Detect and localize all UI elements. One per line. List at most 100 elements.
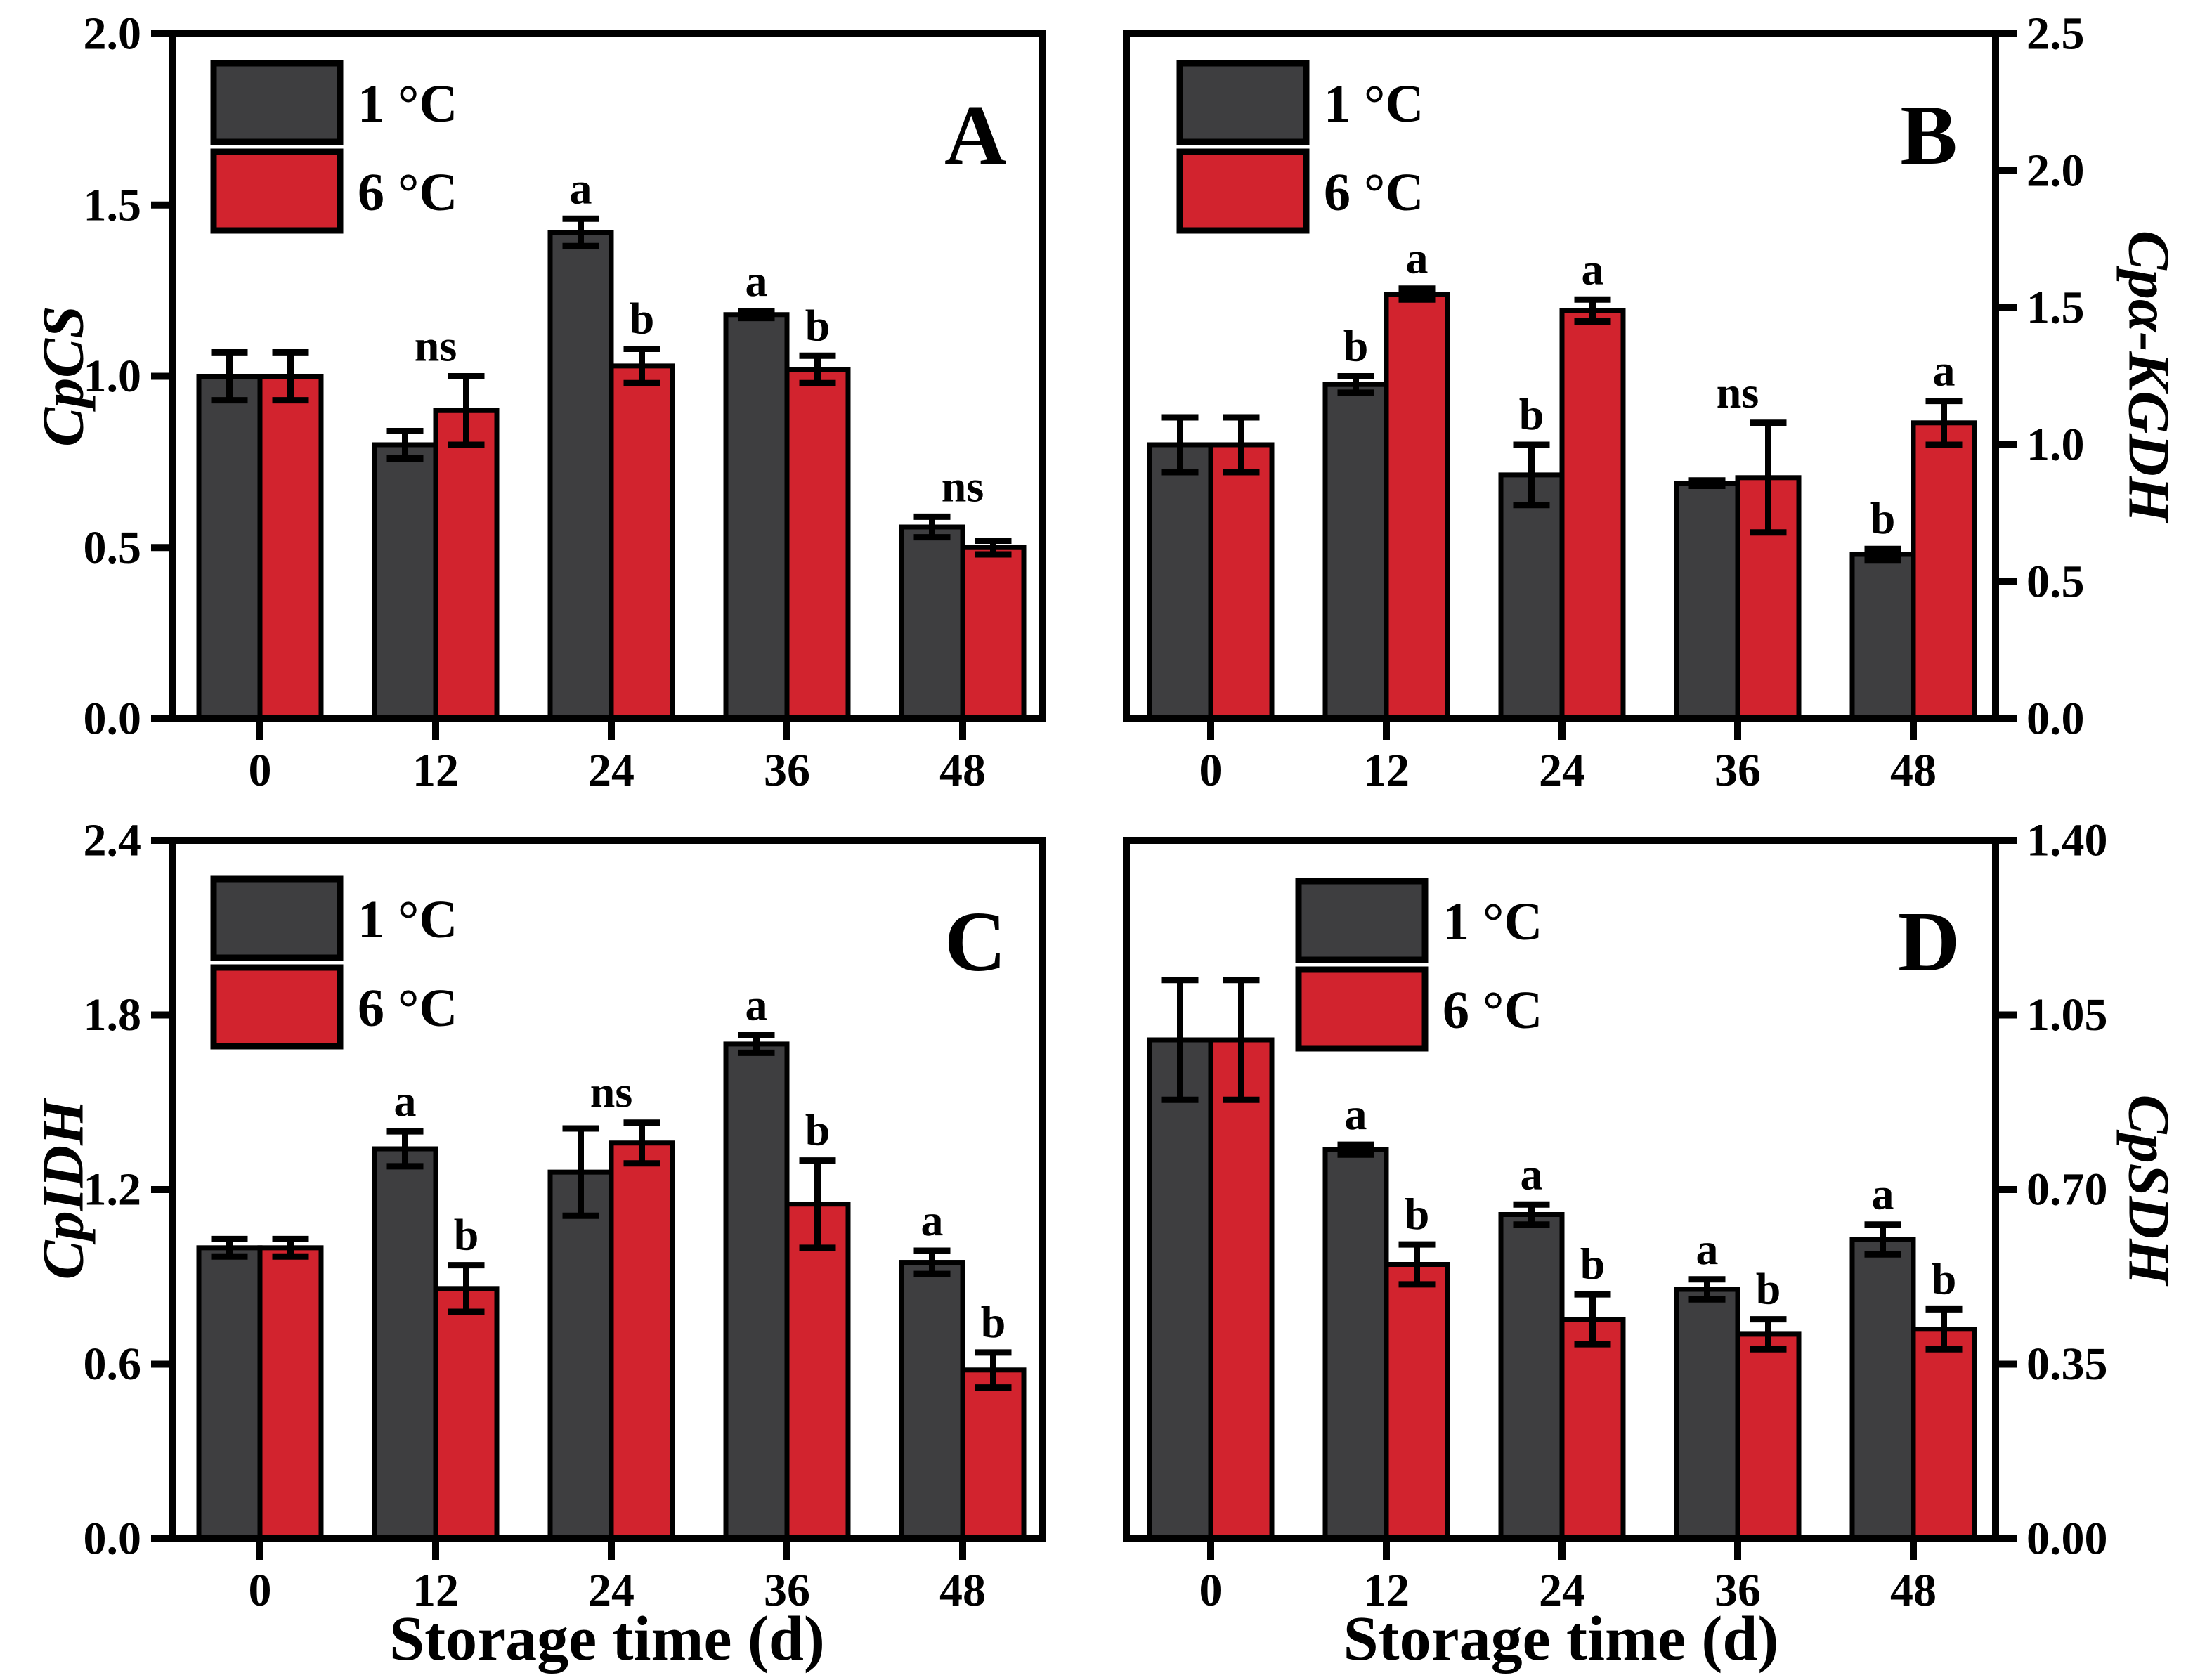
ns-label: ns	[942, 461, 984, 511]
error-bar-6c-day24	[623, 346, 660, 386]
bar-6c-day0	[1208, 442, 1275, 722]
legend-swatch-6c	[210, 148, 344, 234]
error-bar-1c-day24	[562, 215, 599, 249]
y-tick-label: 1.5	[84, 179, 142, 230]
y-tick-label: 0.0	[84, 694, 142, 745]
legend-swatch-6c	[1176, 148, 1310, 234]
y-tick-label: 1.0	[2026, 419, 2085, 471]
bar-1c-day48	[1849, 1237, 1916, 1542]
y-tick-label: 0.70	[2026, 1164, 2108, 1216]
sig-label: b	[1932, 1254, 1957, 1303]
x-tick-label: 36	[764, 745, 810, 796]
legend-label-1c: 1 °C	[358, 890, 457, 949]
y-axis-label-D: CpSDH	[2116, 1095, 2182, 1287]
bar-6c-day36	[784, 367, 851, 722]
sig-label: b	[805, 1105, 831, 1155]
y-tick-label: 1.40	[2026, 815, 2108, 866]
error-bar-1c-day0	[1161, 977, 1199, 1103]
y-tick-label: 1.0	[84, 351, 142, 402]
legend-swatch-6c	[210, 964, 344, 1050]
y-tick-label: 0.0	[84, 1513, 142, 1565]
error-bar-1c-day36	[738, 1031, 775, 1056]
legend-swatch-1c	[210, 60, 344, 145]
sig-label: b	[981, 1297, 1006, 1347]
bar-6c-day36	[1735, 1331, 1802, 1542]
error-bar-6c-day24	[1574, 1291, 1611, 1348]
x-tick-label: 0	[1199, 1565, 1223, 1616]
error-bar-6c-day36	[799, 352, 836, 386]
error-bar-1c-day36	[1688, 1276, 1726, 1303]
bar-6c-day36	[784, 1202, 851, 1542]
x-tick-label: 12	[1363, 1565, 1410, 1616]
legend-swatch-1c	[1176, 60, 1310, 145]
bar-1c-day0	[1147, 442, 1213, 722]
legend-swatch-1c	[210, 875, 344, 961]
y-tick-label: 2.0	[2026, 145, 2085, 197]
x-tick-label: 48	[939, 745, 986, 796]
bar-1c-day0	[196, 1245, 263, 1542]
legend-C: 1 °C 6 °C	[210, 875, 457, 1050]
y-tick-label: 0.6	[84, 1339, 142, 1390]
legend-label-6c: 6 °C	[1443, 981, 1542, 1040]
y-tick-label: 2.5	[2026, 8, 2085, 60]
bar-1c-day0	[1147, 1037, 1213, 1542]
y-axis-label-B: Cpα-KGDH	[2116, 230, 2182, 524]
legend-swatch-6c	[1295, 966, 1429, 1052]
error-bar-6c-day0	[272, 349, 309, 404]
sig-label: b	[1343, 321, 1369, 371]
sig-label: a	[921, 1195, 944, 1245]
error-bar-6c-day48	[975, 1349, 1012, 1391]
x-tick-label: 12	[1363, 745, 1410, 796]
error-bar-1c-day48	[1864, 545, 1901, 564]
bar-1c-day36	[723, 312, 790, 722]
error-bar-6c-day12	[448, 1262, 485, 1315]
bar-6c-day0	[1208, 1037, 1275, 1542]
error-bar-1c-day24	[1513, 1201, 1550, 1228]
bar-6c-day0	[257, 1245, 324, 1542]
bar-1c-day36	[1674, 1287, 1740, 1542]
error-bar-1c-day36	[1688, 477, 1726, 489]
legend-B: 1 °C 6 °C	[1176, 60, 1424, 234]
error-bar-6c-day36	[1750, 1316, 1787, 1353]
bar-6c-day12	[433, 1286, 500, 1542]
error-bar-6c-day12	[1398, 1241, 1436, 1288]
x-tick-label: 0	[249, 1565, 272, 1616]
bar-1c-day48	[899, 1260, 965, 1542]
sig-label: b	[1405, 1189, 1430, 1239]
legend-label-6c: 6 °C	[358, 163, 457, 222]
y-axis-label-A: CpCS	[31, 306, 96, 447]
error-bar-6c-day0	[272, 1235, 309, 1260]
sig-label: a	[570, 163, 592, 213]
y-tick-label: 0.5	[2026, 556, 2085, 608]
x-axis-title: Storage time (d)	[1343, 1604, 1779, 1674]
sig-label: a	[1345, 1089, 1367, 1139]
ns-label: ns	[590, 1067, 633, 1117]
bar-6c-day0	[257, 374, 324, 722]
error-bar-1c-day48	[913, 513, 951, 541]
x-tick-label: 24	[588, 1565, 635, 1616]
bar-1c-day12	[372, 442, 438, 722]
legend-label-1c: 1 °C	[1324, 74, 1424, 134]
sig-label: a	[1582, 244, 1604, 294]
error-bar-1c-day0	[211, 349, 248, 404]
legend-label-6c: 6 °C	[358, 979, 457, 1038]
y-tick-label: 0.00	[2026, 1513, 2108, 1565]
sig-label: a	[746, 256, 768, 306]
bar-6c-day24	[1559, 308, 1626, 722]
bar-1c-day24	[1498, 1212, 1565, 1542]
bar-6c-day48	[1911, 1327, 1977, 1542]
error-bar-6c-day24	[623, 1119, 660, 1167]
legend-label-1c: 1 °C	[358, 74, 457, 134]
sig-label: a	[1872, 1169, 1894, 1219]
x-tick-label: 24	[588, 745, 635, 796]
error-bar-6c-day36	[799, 1157, 836, 1251]
sig-label: a	[394, 1076, 417, 1126]
panel-C: 2.4 1.8 1.2 0.6 0.0 0 12 24 36 48 C 1 °C 6 °C CpIDH St…	[31, 815, 1046, 1674]
bar-1c-day12	[372, 1146, 438, 1542]
x-tick-label: 12	[412, 1565, 459, 1616]
sig-label: b	[1519, 389, 1544, 439]
x-tick-label: 48	[939, 1565, 986, 1616]
